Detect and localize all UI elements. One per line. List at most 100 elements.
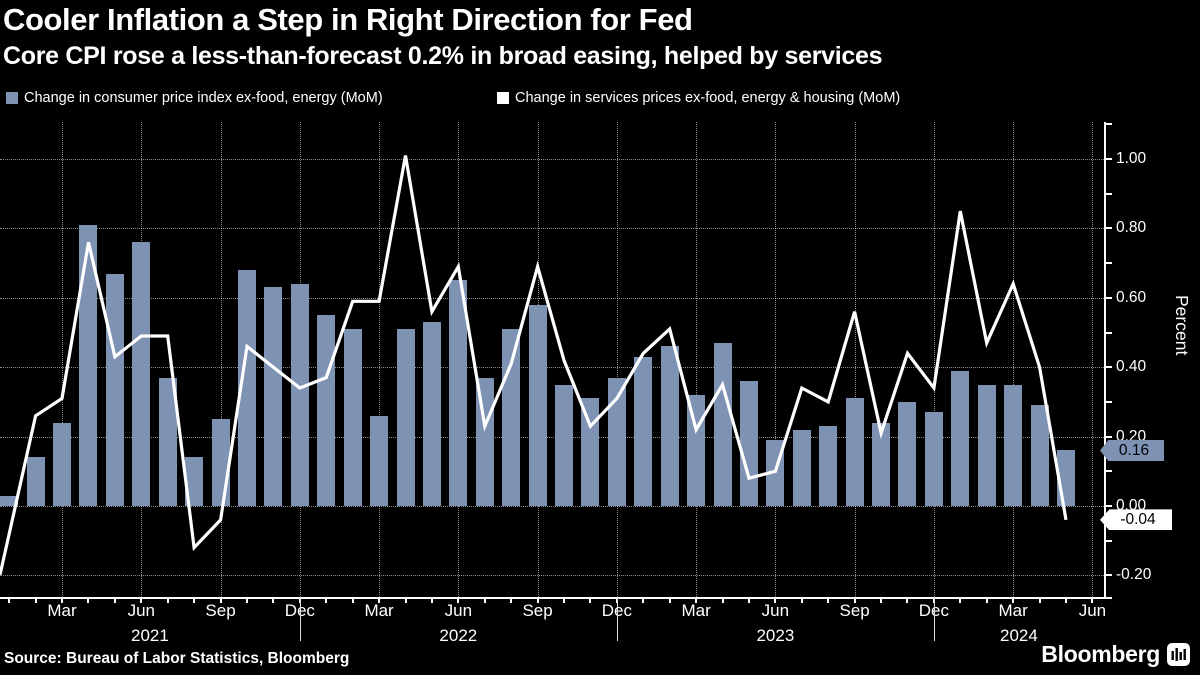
- x-axis-month-label: Sep: [205, 601, 236, 620]
- v-gridline: [220, 122, 222, 597]
- x-axis-tick: [140, 597, 143, 603]
- h-gridline: [0, 506, 1104, 507]
- x-axis-line: [0, 597, 1112, 599]
- x-axis-year-label: 2023: [756, 626, 795, 645]
- x-axis-month-label: Jun: [444, 601, 473, 620]
- legend-item-core-cpi: Change in consumer price index ex-food, …: [6, 90, 383, 106]
- y-axis-tick-label: 0.80: [1116, 219, 1147, 237]
- x-axis-tick: [1091, 597, 1094, 603]
- core-cpi-bar: [1004, 384, 1023, 506]
- x-axis-tick: [1065, 597, 1067, 603]
- x-axis-tick: [721, 597, 724, 603]
- x-axis-tick: [642, 597, 645, 603]
- v-gridline: [62, 122, 64, 597]
- legend-label: Change in services prices ex-food, energ…: [515, 90, 901, 106]
- y-axis-tick: [1104, 158, 1112, 160]
- v-gridline: [616, 122, 618, 597]
- core-cpi-bar: [528, 304, 547, 506]
- h-gridline: [0, 228, 1104, 230]
- x-axis-tick: [193, 597, 196, 603]
- core-cpi-bar: [581, 398, 600, 506]
- y-axis-tick: [1104, 296, 1112, 299]
- v-gridline: [854, 122, 856, 597]
- y-axis-tick: [1104, 539, 1112, 542]
- core-cpi-bar: [845, 398, 864, 506]
- y-axis-tick: [1104, 400, 1112, 403]
- core-cpi-bar: [343, 329, 362, 506]
- core-cpi-bar: [290, 283, 309, 506]
- x-axis-tick: [510, 597, 513, 603]
- core-cpi-bar: [607, 377, 626, 506]
- y-axis-tick: [1104, 574, 1112, 577]
- core-cpi-bar: [634, 356, 653, 506]
- x-axis-tick: [61, 597, 64, 603]
- page-title: Cooler Inflation a Step in Right Directi…: [3, 2, 693, 37]
- core-cpi-bar: [951, 370, 970, 506]
- core-cpi-bar: [132, 242, 151, 506]
- end-value-badge: -0.04: [1100, 509, 1172, 531]
- source-note: Source: Bureau of Labor Statistics, Bloo…: [4, 650, 350, 667]
- x-axis-tick: [668, 597, 671, 603]
- x-axis-tick: [34, 597, 37, 603]
- x-axis-tick: [880, 597, 883, 603]
- y-axis-tick-label: 1.00: [1116, 150, 1147, 167]
- legend-item-services: Change in services prices ex-food, energ…: [497, 90, 900, 106]
- x-axis-month-label: Mar: [47, 601, 77, 620]
- x-axis-month-label: Mar: [681, 601, 711, 620]
- x-axis-month-label: Jun: [1078, 601, 1107, 620]
- y-axis-tick-label: 0.60: [1116, 288, 1147, 306]
- core-cpi-bar: [977, 384, 996, 506]
- x-axis-tick: [272, 597, 275, 603]
- y-axis-tick-label: -0.20: [1116, 566, 1152, 584]
- bloomberg-terminal-icon: [1167, 643, 1190, 666]
- x-axis-tick: [245, 597, 248, 603]
- v-gridline: [1013, 122, 1015, 597]
- x-axis-tick: [853, 597, 856, 603]
- x-axis-tick: [87, 597, 90, 603]
- bloomberg-logo: Bloomberg: [1041, 641, 1190, 668]
- x-axis-year-label: 2024: [1000, 626, 1038, 645]
- core-cpi-bar: [739, 381, 758, 506]
- core-cpi-bar: [26, 457, 45, 506]
- x-axis-tick: [800, 597, 803, 603]
- x-axis-tick: [589, 597, 592, 603]
- year-separator: [299, 597, 302, 641]
- legend: Change in consumer price index ex-food, …: [6, 90, 900, 106]
- x-axis-tick: [113, 597, 116, 603]
- core-cpi-bar: [660, 346, 679, 506]
- x-axis-month-label: Dec: [270, 601, 330, 621]
- x-axis-tick: [563, 597, 566, 603]
- core-cpi-bar: [0, 495, 19, 506]
- h-gridline: [0, 297, 1104, 299]
- legend-label: Change in consumer price index ex-food, …: [24, 90, 383, 106]
- page-subtitle: Core CPI rose a less-than-forecast 0.2% …: [3, 42, 883, 70]
- core-cpi-bar: [422, 322, 441, 506]
- white-square-swatch-icon: [497, 92, 509, 104]
- end-value-badge: 0.16: [1100, 439, 1164, 461]
- h-gridline: [0, 575, 1104, 577]
- core-cpi-bar: [924, 412, 943, 506]
- x-axis-year-label: 2021: [130, 626, 169, 645]
- x-axis-tick: [959, 597, 962, 603]
- core-cpi-bar: [898, 401, 917, 506]
- x-axis-month-label: Sep: [839, 601, 870, 620]
- v-gridline: [696, 122, 698, 597]
- x-axis-tick: [695, 597, 698, 603]
- x-axis-tick: [1038, 597, 1041, 603]
- y-axis-tick: [1104, 366, 1112, 369]
- h-gridline: [0, 159, 1104, 160]
- x-axis-tick: [1012, 597, 1015, 603]
- x-axis-tick: [906, 597, 909, 603]
- v-gridline: [379, 122, 381, 597]
- x-axis-tick: [325, 597, 328, 603]
- core-cpi-bar: [872, 422, 891, 506]
- core-cpi-bar: [53, 422, 72, 506]
- x-axis-tick: [827, 597, 830, 603]
- y-axis-tick: [1104, 227, 1112, 230]
- core-cpi-bar: [158, 377, 177, 506]
- x-axis-month-label: Jun: [127, 601, 155, 620]
- x-axis-tick: [747, 597, 750, 603]
- core-cpi-bar: [555, 384, 574, 506]
- core-cpi-bar: [237, 270, 256, 506]
